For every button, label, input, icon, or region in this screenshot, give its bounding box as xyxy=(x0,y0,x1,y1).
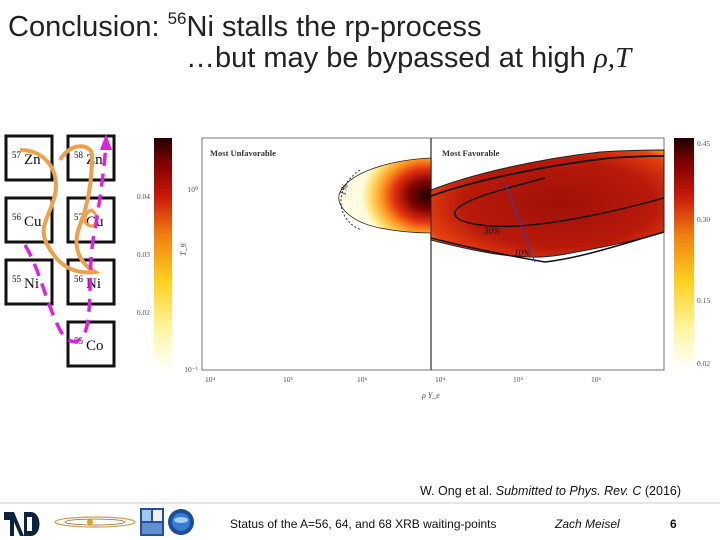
notre-dame-logo xyxy=(4,512,40,536)
slide-subtitle: …but may be bypassed at high ρ,T xyxy=(186,42,632,74)
magenta-arrowhead xyxy=(100,134,112,150)
x-axis-label: ρ Y_e xyxy=(421,391,440,400)
x-tick-label: 10⁵ xyxy=(513,375,524,384)
x-tick-label: 10⁶ xyxy=(591,375,602,384)
contour-label-30pct: 30% xyxy=(483,226,501,236)
slide-title: Conclusion: 56Ni stalls the rp-process xyxy=(8,9,482,43)
left-panel-region xyxy=(338,157,432,234)
panel-title-right: Most Favorable xyxy=(442,148,500,158)
element-symbol: Cu xyxy=(24,214,42,230)
right-contour-outer xyxy=(430,155,665,197)
right-contour-10 xyxy=(430,231,665,263)
contour-label-1pct: 1% xyxy=(337,182,350,196)
mass-number: 56 xyxy=(12,212,22,222)
y-tick-label: 10⁰ xyxy=(187,185,198,194)
left-colorbar-tick: 0.03 xyxy=(137,250,150,259)
y-axis-label: T_9 xyxy=(179,244,188,256)
right-colorbar-tick: 0.30 xyxy=(697,215,710,224)
left-contour xyxy=(340,169,363,231)
jina-logo xyxy=(54,516,136,528)
nuclide-cell-55ni: 55 Ni xyxy=(4,258,54,306)
right-contour-30 xyxy=(454,177,665,228)
mass-number: 56 xyxy=(74,274,84,284)
footer-author: Zach Meisel xyxy=(555,517,620,531)
blue-trace xyxy=(504,181,536,263)
subtitle-variables: ρ,T xyxy=(593,42,632,74)
x-tick-label: 10⁴ xyxy=(205,375,216,384)
nsf-logo xyxy=(168,509,194,535)
element-symbol: Ni xyxy=(24,276,39,292)
element-symbol: Zn xyxy=(24,152,41,168)
left-colorbar xyxy=(154,138,172,370)
title-mass-number: 56 xyxy=(167,9,187,28)
mass-number: 55 xyxy=(12,274,22,284)
right-colorbar-tick: 0.15 xyxy=(697,296,710,305)
page-number: 6 xyxy=(670,517,677,531)
contour-label-10pct: 10% xyxy=(514,248,531,258)
left-colorbar-tick: 0.02 xyxy=(137,308,150,317)
element-symbol: Co xyxy=(86,338,104,354)
x-tick-label: 10⁶ xyxy=(357,375,368,384)
institute-logo xyxy=(140,508,164,536)
mass-number: 57 xyxy=(74,212,84,222)
mass-number: 58 xyxy=(74,150,84,160)
panel-title-left: Most Unfavorable xyxy=(210,148,276,158)
right-colorbar-tick: 0.02 xyxy=(697,359,710,368)
citation: W. Ong et al. Submitted to Phys. Rev. C … xyxy=(420,484,682,498)
footer-title: Status of the A=56, 64, and 68 XRB waiti… xyxy=(230,517,497,531)
orange-reaction-path xyxy=(19,144,102,275)
right-colorbar xyxy=(674,138,694,370)
right-colorbar-tick: 0.45 xyxy=(697,139,710,148)
x-tick-label: 10⁴ xyxy=(435,375,446,384)
magenta-reaction-path xyxy=(23,144,108,344)
mass-number: 57 xyxy=(12,150,22,160)
x-tick-label: 10⁵ xyxy=(283,375,294,384)
y-tick-label: 10⁻¹ xyxy=(184,365,198,374)
left-colorbar-tick: 0.04 xyxy=(137,192,150,201)
